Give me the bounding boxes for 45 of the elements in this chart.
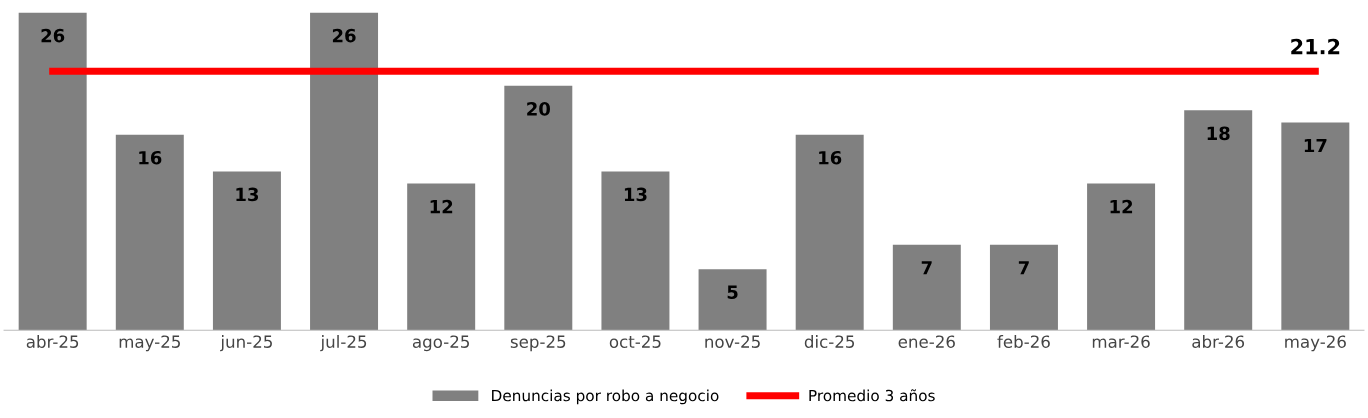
x-tick-label: ene-26 (898, 335, 955, 348)
legend-label: Denuncias por robo a negocio (492, 389, 719, 405)
x-tick-label: dic-25 (804, 335, 855, 348)
data-label: 26 (41, 28, 65, 43)
x-tick-label: jul-25 (320, 335, 367, 352)
data-label: 26 (332, 28, 356, 43)
x-tick-label: sep-25 (510, 335, 566, 352)
bar (407, 183, 476, 331)
bar (18, 12, 87, 331)
bar (601, 171, 670, 331)
x-tick-label: nov-25 (705, 335, 760, 348)
data-label: 13 (624, 187, 647, 202)
data-label: 16 (139, 150, 162, 165)
bar (989, 244, 1058, 331)
data-label: 7 (921, 261, 932, 275)
x-tick-label: may-26 (1285, 335, 1346, 352)
x-tick-label: may-25 (119, 335, 180, 352)
bar (504, 85, 573, 331)
data-label: 12 (430, 199, 453, 214)
x-tick-label: abr-26 (1192, 335, 1245, 348)
x-tick-label: ago-25 (412, 335, 469, 352)
x-tick-label: mar-26 (1092, 335, 1150, 348)
x-tick-label: oct-25 (609, 335, 661, 348)
data-label: 12 (1110, 199, 1133, 214)
bar (1087, 183, 1156, 331)
bar (115, 134, 184, 331)
data-label: 20 (527, 102, 551, 116)
bar (1184, 110, 1253, 331)
data-label: 5 (727, 285, 738, 299)
bar (212, 171, 281, 331)
bar (892, 244, 961, 331)
data-label: 21.2 (1291, 38, 1340, 55)
data-label: 18 (1207, 126, 1230, 141)
bar (795, 134, 864, 331)
x-tick-label: feb-26 (997, 335, 1050, 348)
x-tick-label: abr-25 (26, 335, 79, 348)
x-tick-label: jun-25 (220, 335, 272, 352)
legend-label: Promedio 3 años (809, 389, 935, 402)
bar (310, 12, 379, 331)
data-label: 13 (236, 187, 259, 202)
bar (698, 269, 767, 331)
data-label: 16 (819, 150, 842, 165)
data-label: 17 (1304, 138, 1327, 153)
data-label: 7 (1018, 261, 1029, 275)
bar (1281, 122, 1350, 331)
